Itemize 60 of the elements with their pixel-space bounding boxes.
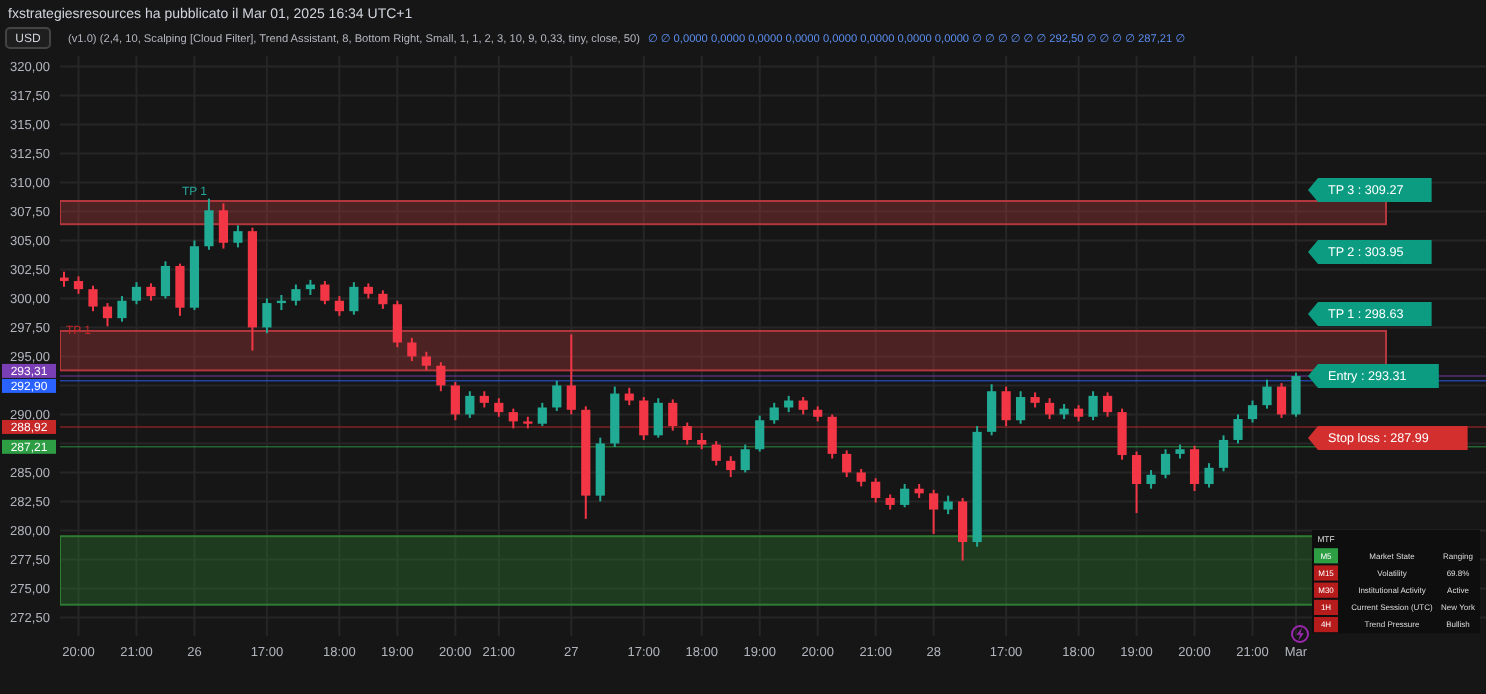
candlestick <box>88 284 98 313</box>
candlestick <box>1189 444 1200 492</box>
candlestick <box>639 396 649 441</box>
candlestick <box>1131 450 1142 515</box>
candlestick <box>900 483 910 509</box>
candlestick <box>291 283 301 307</box>
candlestick <box>117 295 127 323</box>
candlestick <box>682 421 692 446</box>
candlestick <box>1146 469 1156 490</box>
candlestick <box>262 297 272 335</box>
candlestick <box>1102 391 1113 418</box>
candlestick <box>1117 407 1127 461</box>
candlestick <box>160 260 171 300</box>
candlestick <box>450 380 460 422</box>
candlestick <box>755 414 765 453</box>
candlestick <box>726 455 736 479</box>
candlestick <box>204 197 214 251</box>
candlestick <box>233 224 243 249</box>
candlestick <box>1160 448 1171 480</box>
candlestick <box>421 350 431 372</box>
candlestick <box>1233 413 1243 445</box>
candlestick <box>987 383 997 437</box>
candlestick <box>436 361 446 393</box>
candlestick <box>320 280 330 306</box>
candlestick <box>218 202 229 250</box>
candlestick <box>668 398 678 432</box>
candlestick <box>929 488 939 535</box>
candlestick <box>1276 382 1287 419</box>
candlestick <box>1001 385 1011 428</box>
candlestick <box>392 299 402 349</box>
candlestick <box>349 281 359 316</box>
candlestick <box>1262 378 1272 410</box>
candlestick <box>740 443 750 474</box>
candlestick <box>1088 390 1098 422</box>
candlestick <box>1218 434 1229 473</box>
candlestick <box>175 262 185 317</box>
candlestick <box>407 336 417 363</box>
candlestick <box>943 494 953 516</box>
candlestick <box>1247 399 1258 424</box>
candlestick <box>552 379 562 412</box>
candlestick <box>1016 390 1026 425</box>
candlestick <box>769 401 779 425</box>
candlestick <box>465 390 475 419</box>
candlestick <box>334 295 344 317</box>
candlestick <box>566 333 576 416</box>
candlestick <box>711 440 721 467</box>
candlestick <box>1291 371 1301 418</box>
candlestick <box>378 289 388 310</box>
candlestick <box>653 397 663 439</box>
candlestick <box>871 477 881 504</box>
candlestick <box>827 413 837 460</box>
candlestick <box>1204 462 1214 489</box>
candlestick <box>958 496 968 562</box>
candlestick <box>102 302 113 328</box>
candlestick <box>508 407 518 430</box>
candlestick <box>131 281 142 306</box>
candlestick <box>1045 397 1055 421</box>
candlestick <box>537 401 547 428</box>
candlestick <box>494 397 504 418</box>
candlestick <box>842 449 852 479</box>
